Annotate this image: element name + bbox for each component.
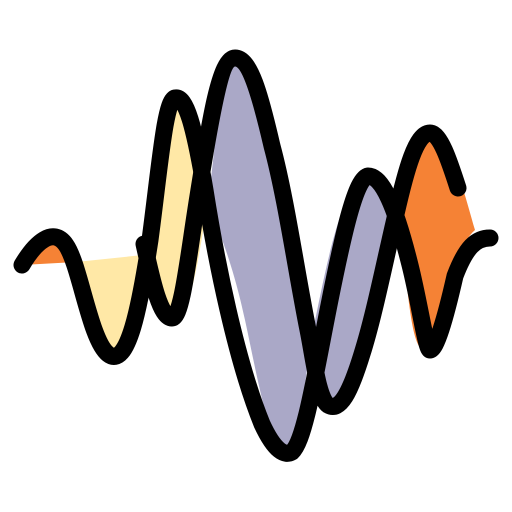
wave-stroke-primary [13,89,499,462]
wave-fill-right-lavender [312,175,401,408]
wave-stroke-secondary [135,49,467,415]
wave-fill-tall-lavender [208,58,312,452]
